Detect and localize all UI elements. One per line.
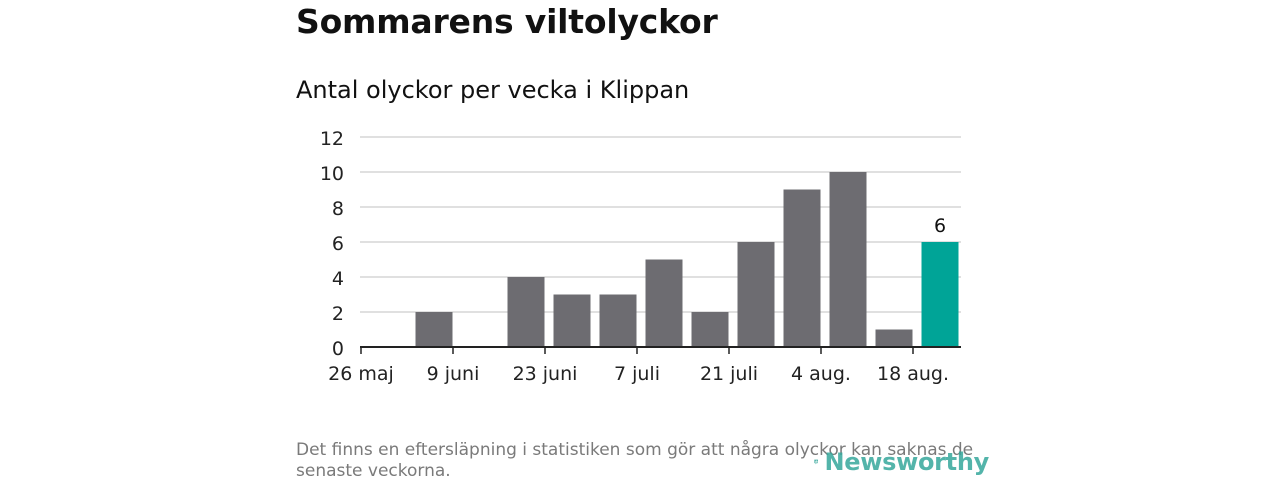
y-tick-label: 0 bbox=[332, 338, 344, 360]
x-axis: 26 maj 9 juni 23 juni 7 juli 21 juli 4 aug. 18… bbox=[328, 347, 961, 385]
x-tick-label: 23 juni bbox=[513, 363, 578, 385]
newsworthy-logo: Newsworthy bbox=[814, 445, 989, 479]
bar bbox=[692, 312, 729, 347]
x-tick-label: 9 juni bbox=[427, 363, 480, 385]
y-tick-label: 10 bbox=[320, 163, 344, 185]
y-axis-ticks: 0 2 4 6 8 10 12 bbox=[320, 128, 344, 360]
data-label: 6 bbox=[934, 215, 946, 237]
bar bbox=[876, 330, 913, 348]
bar bbox=[554, 295, 591, 348]
bar bbox=[600, 295, 637, 348]
bar bbox=[508, 277, 545, 347]
bars bbox=[416, 172, 959, 347]
y-tick-label: 4 bbox=[332, 268, 344, 290]
data-labels: 6 bbox=[934, 215, 946, 237]
bar bbox=[922, 242, 959, 347]
newsworthy-logo-icon bbox=[814, 445, 818, 479]
x-tick-label: 7 juli bbox=[614, 363, 660, 385]
y-tick-label: 8 bbox=[332, 198, 344, 220]
y-tick-label: 2 bbox=[332, 303, 344, 325]
newsworthy-logo-text: Newsworthy bbox=[824, 448, 989, 476]
bar bbox=[784, 190, 821, 348]
bar bbox=[646, 260, 683, 348]
bar bbox=[738, 242, 775, 347]
x-tick-label: 18 aug. bbox=[877, 363, 949, 385]
bar bbox=[416, 312, 453, 347]
bar-chart: 0 2 4 6 8 10 12 6 26 maj 9 juni 23 juni 7 juli 21 … bbox=[0, 0, 1280, 400]
x-tick-label: 21 juli bbox=[700, 363, 758, 385]
y-tick-label: 12 bbox=[320, 128, 344, 150]
x-tick-label: 26 maj bbox=[328, 363, 394, 385]
x-tick-label: 4 aug. bbox=[791, 363, 851, 385]
bar bbox=[830, 172, 867, 347]
y-tick-label: 6 bbox=[332, 233, 344, 255]
